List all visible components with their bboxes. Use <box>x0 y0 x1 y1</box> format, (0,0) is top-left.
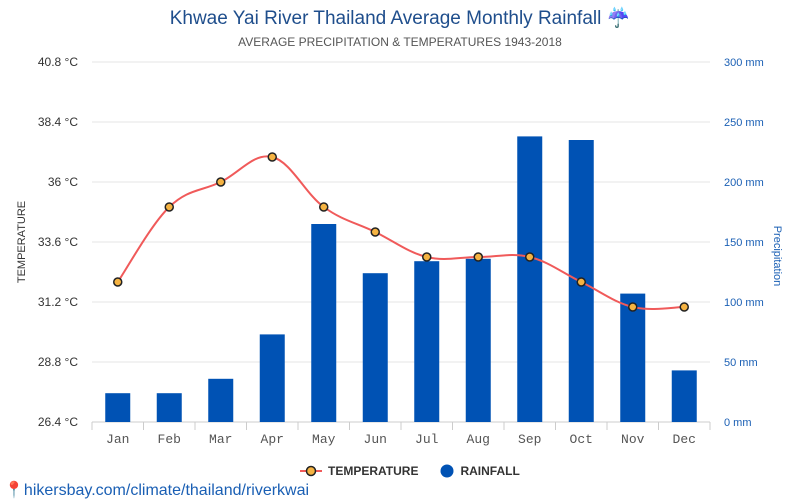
x-tick-label: Aug <box>467 432 490 447</box>
right-tick-label: 50 mm <box>724 357 758 369</box>
rainfall-bar <box>620 293 646 422</box>
left-tick-label: 31.2 °C <box>38 295 78 309</box>
right-tick-label: 100 mm <box>724 297 764 309</box>
right-tick-label: 300 mm <box>724 57 764 69</box>
temperature-line <box>116 155 685 310</box>
x-tick-label: Jan <box>106 432 129 447</box>
rainfall-bar <box>156 393 182 422</box>
rainfall-bar <box>517 136 543 422</box>
left-tick-label: 38.4 °C <box>38 115 78 129</box>
left-tick-label: 33.6 °C <box>38 235 78 249</box>
legend-temperature-label: TEMPERATURE <box>328 464 419 478</box>
temperature-point <box>628 302 638 312</box>
chart-title: Khwae Yai River Thailand Average Monthly… <box>0 6 800 30</box>
legend-temperature[interactable]: TEMPERATURE <box>300 464 418 478</box>
temperature-point <box>319 202 329 212</box>
temperature-point <box>473 252 483 262</box>
x-tick-label: Oct <box>570 432 593 447</box>
umbrella-rain-icon: ☔ <box>606 8 631 29</box>
rainfall-bar <box>414 261 440 422</box>
temperature-point <box>679 302 689 312</box>
temperature-point <box>422 252 432 262</box>
temperature-point <box>267 152 277 162</box>
source-link[interactable]: 📍hikersbay.com/climate/thailand/riverkwa… <box>4 480 309 500</box>
x-tick-label: May <box>312 432 336 447</box>
location-pin-icon: 📍 <box>4 482 24 499</box>
rainfall-bar <box>465 258 491 422</box>
right-tick-label: 200 mm <box>724 177 764 189</box>
right-tick-label: 0 mm <box>724 417 752 429</box>
left-tick-label: 40.8 °C <box>38 55 78 69</box>
left-tick-label: 28.8 °C <box>38 355 78 369</box>
legend-rainfall-label: RAINFALL <box>460 464 520 478</box>
rainfall-bar <box>311 224 337 422</box>
x-tick-label: Apr <box>261 432 284 447</box>
legend: TEMPERATURE RAINFALL <box>300 464 520 478</box>
legend-rainfall[interactable]: RAINFALL <box>440 464 520 478</box>
temperature-point <box>216 177 226 187</box>
temperature-marker-icon <box>300 465 322 477</box>
x-tick-label: Dec <box>673 432 696 447</box>
rainfall-bar <box>671 370 697 422</box>
left-axis-label: TEMPERATURE <box>16 201 28 283</box>
x-tick-label: Mar <box>209 432 232 447</box>
temperature-point <box>164 202 174 212</box>
temperature-point <box>113 277 123 287</box>
rainfall-bar <box>259 334 285 422</box>
left-tick-label: 36 °C <box>48 175 78 189</box>
rainfall-bar <box>208 378 234 422</box>
rainfall-bar <box>105 393 131 422</box>
chart-subtitle: AVERAGE PRECIPITATION & TEMPERATURES 194… <box>238 35 562 49</box>
x-tick-label: Sep <box>518 432 541 447</box>
x-tick-label: Jul <box>415 432 439 447</box>
right-tick-label: 150 mm <box>724 237 764 249</box>
temperature-point <box>525 252 535 262</box>
right-axis-label: Precipitation <box>771 226 783 287</box>
chart-area: 26.4 °C 28.8 °C 31.2 °C 33.6 °C 36 °C 38.4 °C… <box>16 55 783 447</box>
temperature-point <box>576 277 586 287</box>
x-tick-label: Feb <box>158 432 181 447</box>
rainfall-bar <box>362 273 388 422</box>
left-tick-label: 26.4 °C <box>38 415 78 429</box>
x-tick-label: Jun <box>364 432 387 447</box>
title-text: Khwae Yai River Thailand Average Monthly… <box>169 8 602 29</box>
source-text: hikersbay.com/climate/thailand/riverkwai <box>23 482 310 499</box>
x-tick-label: Nov <box>621 432 645 447</box>
temperature-point <box>370 227 380 237</box>
rainfall-marker-icon <box>440 464 454 478</box>
right-tick-label: 250 mm <box>724 117 764 129</box>
